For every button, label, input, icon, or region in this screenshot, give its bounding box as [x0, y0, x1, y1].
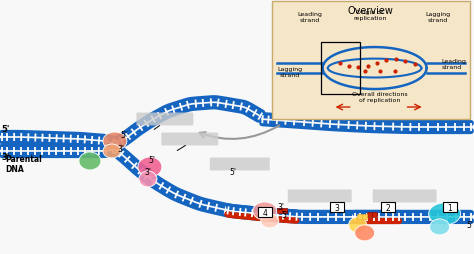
Ellipse shape	[349, 217, 367, 233]
Ellipse shape	[103, 133, 127, 150]
Ellipse shape	[103, 145, 121, 158]
Text: Origin of
replication: Origin of replication	[353, 10, 386, 21]
Bar	[277, 209, 282, 214]
FancyBboxPatch shape	[272, 2, 470, 120]
Bar	[321, 43, 360, 95]
Text: Parental
DNA: Parental DNA	[5, 154, 42, 173]
FancyBboxPatch shape	[330, 202, 344, 212]
Text: Lagging
strand: Lagging strand	[425, 12, 450, 23]
Ellipse shape	[139, 171, 157, 187]
FancyBboxPatch shape	[210, 158, 270, 171]
Text: 5': 5'	[282, 210, 289, 219]
Text: 4: 4	[262, 208, 267, 217]
FancyBboxPatch shape	[161, 133, 219, 146]
Text: 2: 2	[385, 203, 390, 212]
FancyBboxPatch shape	[373, 190, 437, 203]
Ellipse shape	[355, 225, 374, 241]
Text: Overview: Overview	[348, 6, 393, 16]
Text: Leading
strand: Leading strand	[297, 12, 322, 23]
Bar	[357, 215, 362, 219]
Text: 5': 5'	[230, 167, 237, 176]
Text: 3': 3'	[1, 152, 9, 161]
Text: 5': 5'	[120, 131, 127, 139]
Ellipse shape	[428, 203, 461, 225]
Text: 5': 5'	[466, 220, 474, 229]
FancyBboxPatch shape	[381, 202, 395, 212]
Text: 3': 3'	[145, 167, 152, 176]
Bar	[362, 215, 367, 219]
Text: 3': 3'	[118, 145, 125, 153]
Text: Lagging
strand: Lagging strand	[277, 67, 302, 78]
Ellipse shape	[429, 219, 450, 235]
Text: 3: 3	[334, 203, 339, 212]
Text: 1: 1	[447, 203, 452, 212]
Text: Leading
strand: Leading strand	[442, 59, 466, 70]
Ellipse shape	[253, 202, 277, 220]
Ellipse shape	[138, 157, 162, 177]
Ellipse shape	[79, 152, 101, 170]
Ellipse shape	[261, 214, 279, 228]
Text: 5': 5'	[148, 155, 155, 164]
Text: 3': 3'	[278, 202, 285, 211]
Bar	[282, 209, 287, 214]
FancyBboxPatch shape	[258, 207, 272, 217]
FancyBboxPatch shape	[137, 113, 193, 126]
Bar	[367, 213, 372, 218]
Bar	[372, 213, 377, 218]
FancyBboxPatch shape	[443, 202, 456, 212]
FancyBboxPatch shape	[288, 190, 352, 203]
Text: Overall directions
of replication: Overall directions of replication	[352, 92, 408, 103]
Text: 5': 5'	[1, 124, 9, 133]
